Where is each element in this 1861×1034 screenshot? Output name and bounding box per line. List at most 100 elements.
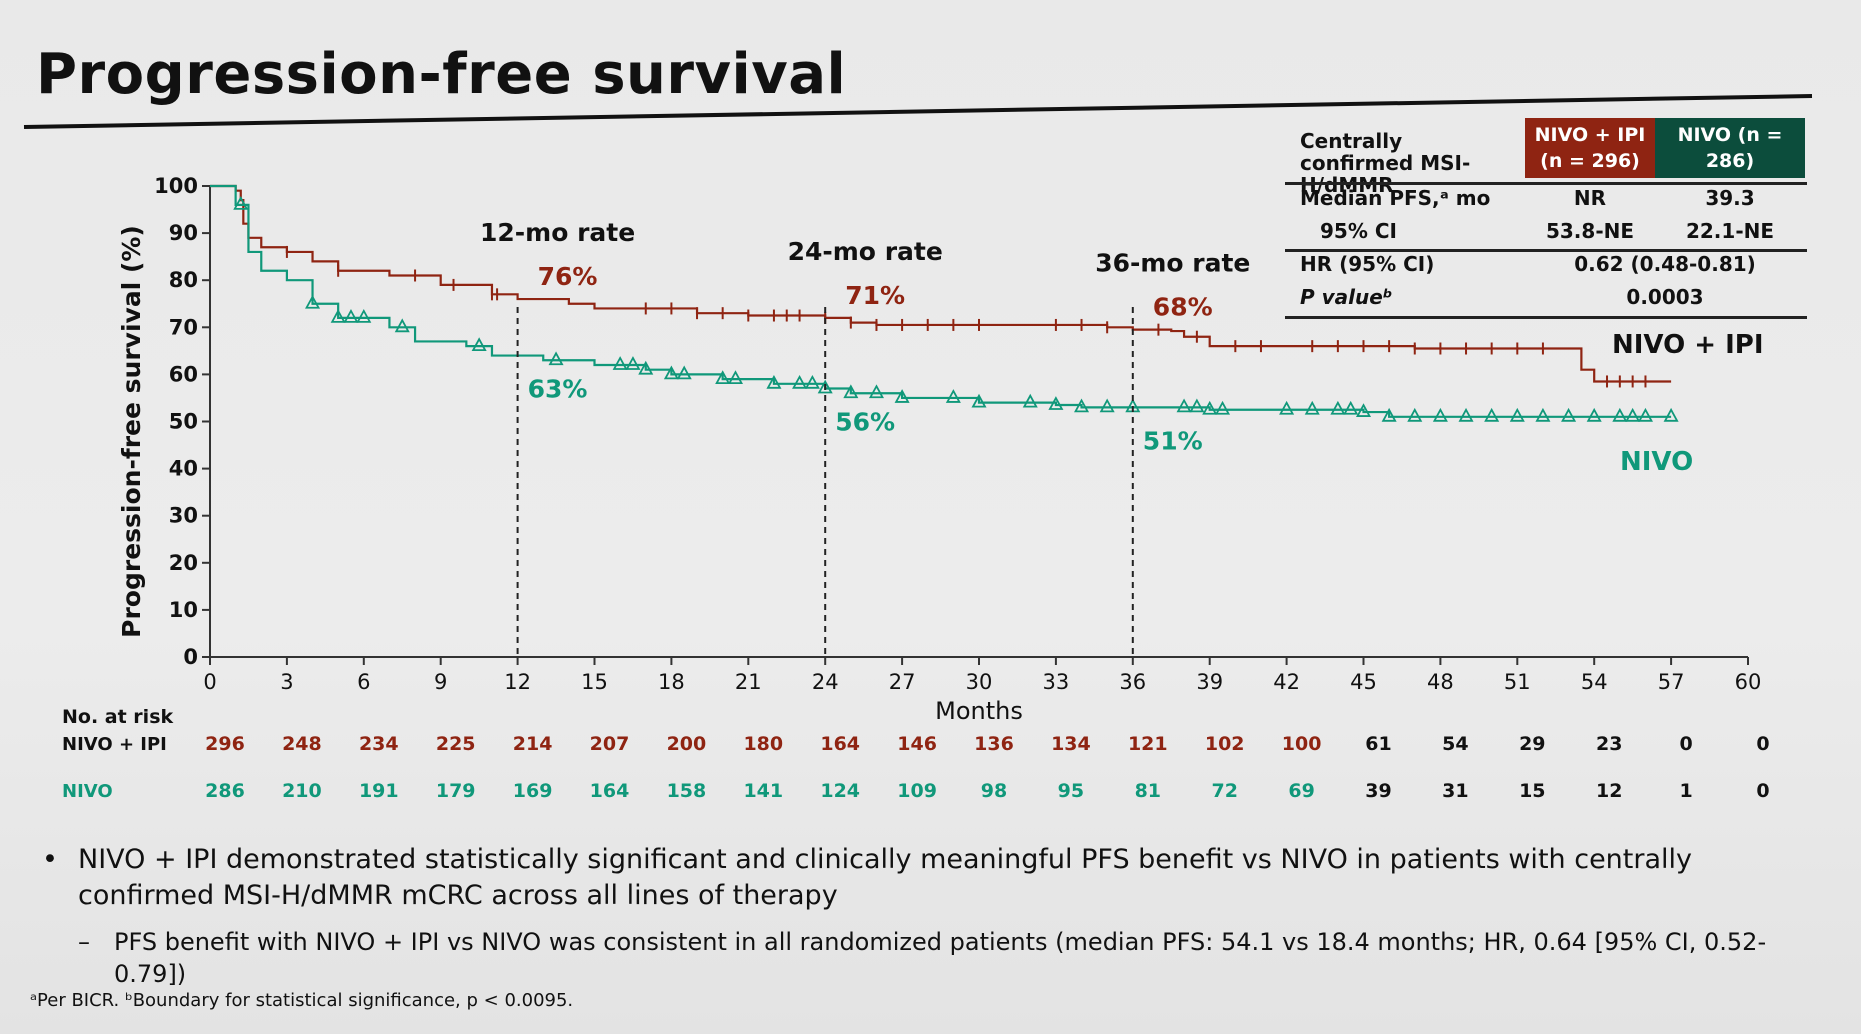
- censor-mark: [945, 389, 961, 403]
- rate-header: 12-mo rate: [480, 218, 635, 247]
- at-risk-value: 81: [1135, 780, 1161, 802]
- x-tick-label: 30: [966, 670, 993, 694]
- censor-mark: [1612, 407, 1628, 422]
- censor-mark: [1663, 407, 1679, 422]
- y-tick-label: 0: [183, 645, 198, 669]
- x-tick-label: 0: [203, 670, 216, 694]
- stats-row-p: P valueᵇ 0.0003: [1285, 281, 1807, 314]
- title-underline: [23, 94, 1813, 129]
- stats-col-nivo: NIVO (n = 286): [1655, 118, 1805, 178]
- censor-mark: [356, 309, 372, 323]
- at-risk-value: 234: [359, 733, 399, 755]
- series-label-nivo: NIVO: [1620, 447, 1693, 477]
- at-risk-value: 296: [205, 733, 245, 755]
- at-risk-value: 214: [513, 733, 553, 755]
- y-tick-label: 90: [169, 221, 198, 245]
- at-risk-value: 210: [282, 780, 322, 802]
- x-axis-label: Months: [935, 697, 1023, 725]
- x-tick-label: 51: [1504, 670, 1531, 694]
- censor-mark: [804, 374, 820, 389]
- censor-mark: [1304, 400, 1320, 415]
- at-risk-value: 134: [1051, 733, 1091, 755]
- censor-mark: [676, 365, 692, 380]
- censor-mark: [1279, 400, 1295, 415]
- x-tick-label: 42: [1273, 670, 1300, 694]
- rate-value-nivo-ipi: 71%: [845, 281, 905, 310]
- y-tick-label: 50: [169, 410, 198, 434]
- at-risk-value: 136: [974, 733, 1014, 755]
- y-tick-label: 20: [169, 551, 198, 575]
- at-risk-value: 225: [436, 733, 476, 755]
- censor-mark: [1022, 393, 1038, 408]
- stats-table-header: Centrally confirmed MSI-H/dMMR NIVO + IP…: [1285, 118, 1807, 196]
- rate-value-nivo: 63%: [528, 375, 588, 404]
- x-tick-label: 48: [1427, 670, 1454, 694]
- footnote: ᵃPer BICR. ᵇBoundary for statistical sig…: [30, 990, 574, 1011]
- stats-header-label: Centrally confirmed MSI-H/dMMR: [1300, 129, 1471, 197]
- at-risk-value: 191: [359, 780, 399, 802]
- at-risk-value: 95: [1058, 780, 1084, 802]
- censor-mark: [1330, 400, 1346, 415]
- at-risk-value: 102: [1205, 733, 1245, 755]
- x-tick-label: 57: [1658, 670, 1685, 694]
- at-risk-value: 169: [513, 780, 553, 802]
- censor-mark: [1176, 398, 1192, 413]
- x-tick-label: 21: [735, 670, 762, 694]
- x-tick-label: 45: [1350, 670, 1377, 694]
- censor-mark: [1458, 407, 1474, 422]
- censor-mark: [1381, 407, 1397, 422]
- x-tick-label: 27: [889, 670, 916, 694]
- rate-value-nivo: 56%: [835, 408, 895, 437]
- stats-row-label: Median PFS,ᵃ mo: [1300, 186, 1491, 210]
- x-tick-label: 18: [658, 670, 685, 694]
- censor-mark: [1215, 400, 1231, 415]
- censor-mark: [971, 393, 987, 408]
- at-risk-value: 179: [436, 780, 476, 802]
- series-label-nivo-ipi: NIVO + IPI: [1612, 330, 1764, 360]
- censor-mark: [1561, 407, 1577, 422]
- censor-mark: [792, 374, 808, 389]
- at-risk-value: 207: [590, 733, 630, 755]
- rate-value-nivo: 51%: [1143, 426, 1203, 455]
- censor-mark: [727, 370, 743, 385]
- stats-row-label: HR (95% CI): [1300, 252, 1435, 276]
- y-tick-label: 10: [169, 598, 198, 622]
- at-risk-value: 54: [1442, 733, 1468, 755]
- at-risk-value: 0: [1679, 733, 1692, 755]
- censor-mark: [330, 309, 346, 323]
- censor-mark: [612, 356, 628, 370]
- y-tick-label: 30: [169, 504, 198, 528]
- stats-row-value: 22.1-NE: [1685, 219, 1775, 243]
- at-risk-value: 39: [1365, 780, 1391, 802]
- stats-row-value: 39.3: [1705, 186, 1755, 210]
- x-tick-label: 54: [1581, 670, 1608, 694]
- at-risk-value: 1: [1679, 780, 1692, 802]
- rate-header: 24-mo rate: [788, 237, 943, 266]
- censor-mark: [1074, 398, 1090, 413]
- x-tick-label: 3: [280, 670, 293, 694]
- censor-mark: [1202, 400, 1218, 415]
- x-tick-label: 60: [1735, 670, 1762, 694]
- stats-rule-mid: [1285, 249, 1807, 252]
- bullet-dot-icon: •: [42, 844, 58, 875]
- bullet-list: • NIVO + IPI demonstrated statistically …: [42, 842, 1822, 990]
- stats-row-ci: 95% CI 53.8-NE 22.1-NE: [1285, 215, 1807, 248]
- at-risk-value: 158: [667, 780, 707, 802]
- at-risk-value: 61: [1365, 733, 1391, 755]
- y-axis-label: Progression-free survival (%): [117, 225, 146, 638]
- censor-mark: [715, 370, 731, 385]
- at-risk-value: 100: [1282, 733, 1322, 755]
- dash-icon: –: [78, 928, 90, 956]
- x-tick-label: 6: [357, 670, 370, 694]
- at-risk-value: 72: [1211, 780, 1237, 802]
- censor-mark: [1189, 398, 1205, 413]
- censor-mark: [394, 318, 410, 333]
- censor-mark: [1625, 407, 1641, 422]
- at-risk-value: 200: [667, 733, 707, 755]
- sub-bullet-text: PFS benefit with NIVO + IPI vs NIVO was …: [114, 928, 1767, 988]
- y-tick-label: 100: [154, 174, 198, 198]
- censor-mark: [305, 294, 321, 309]
- at-risk-value: 164: [590, 780, 630, 802]
- censor-mark: [1509, 407, 1525, 422]
